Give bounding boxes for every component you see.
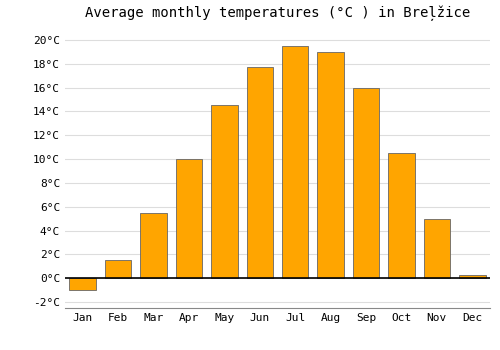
Bar bbox=[105, 260, 132, 278]
Bar bbox=[211, 105, 238, 278]
Bar bbox=[70, 278, 96, 290]
Title: Average monthly temperatures (°C ) in Breļžice: Average monthly temperatures (°C ) in Br… bbox=[85, 5, 470, 21]
Bar bbox=[459, 275, 485, 278]
Bar bbox=[424, 219, 450, 278]
Bar bbox=[140, 213, 167, 278]
Bar bbox=[318, 52, 344, 278]
Bar bbox=[388, 153, 414, 278]
Bar bbox=[353, 88, 380, 278]
Bar bbox=[176, 159, 202, 278]
Bar bbox=[246, 67, 273, 278]
Bar bbox=[282, 46, 308, 278]
